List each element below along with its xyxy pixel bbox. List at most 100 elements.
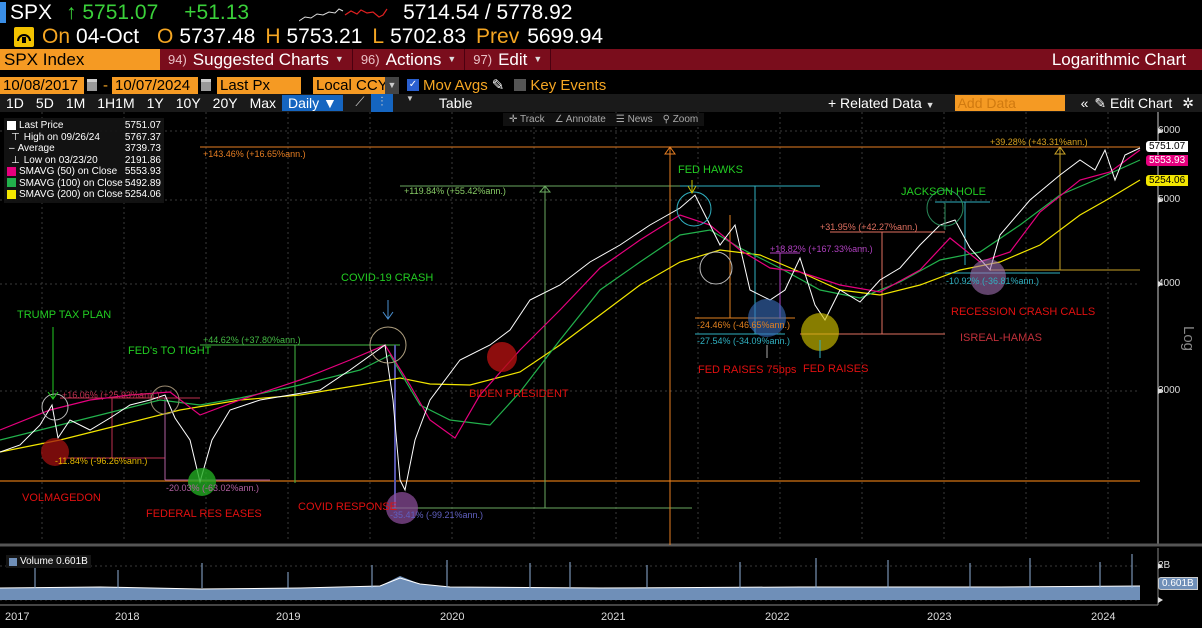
quote-date: 04-Oct (76, 25, 140, 48)
track-tool[interactable]: ✛ Track (509, 114, 545, 125)
legend-row-average: – Average 3739.73 (7, 143, 161, 155)
news-tool[interactable]: ☰ News (615, 114, 653, 125)
mov-avgs-checkbox[interactable]: ✓ (407, 79, 419, 91)
legend-label: Low on 03/23/20 (23, 154, 98, 166)
measure-label: -35.41% (-99.21%ann.) (390, 510, 484, 520)
command-bar: SPX Index 94) Suggested Charts ▼ 96) Act… (0, 49, 1202, 70)
event-jackson-hole: JACKSON HOLE (901, 186, 986, 198)
volume-tag: 0.601B (1158, 577, 1198, 590)
table-button[interactable]: Table (438, 95, 473, 111)
swatch-icon (7, 178, 16, 188)
legend-row-last-price[interactable]: Last Price 5751.07 (7, 120, 161, 132)
measure-label: +143.46% (+16.65%ann.) (203, 149, 306, 159)
open-value: 5737.48 (179, 25, 256, 48)
add-data-input[interactable]: Add Data (954, 95, 1065, 111)
event-fed-hawks: FED HAWKS (678, 164, 743, 176)
frequency-select[interactable]: Daily ▼ (282, 95, 343, 111)
legend-label: SMAVG (100) on Close (19, 177, 123, 189)
legend-value: 5751.07 (124, 120, 161, 131)
period-5d[interactable]: 5D (35, 95, 54, 111)
open-label: O (157, 25, 174, 48)
field-select[interactable]: Last Px (217, 76, 301, 94)
legend-row-low: ⊥ Low on 03/23/20 2191.86 (7, 155, 161, 167)
x-tick-year: 2021 (601, 611, 626, 623)
realtime-gauge-icon[interactable] (14, 27, 34, 47)
volume-legend[interactable]: Volume 0.601B (6, 555, 91, 568)
event-isreal-hamas: ISREAL-HAMAS (960, 332, 1042, 344)
chevron-down-icon[interactable]: ▼ (385, 76, 399, 94)
legend-label: Average (17, 143, 55, 154)
measure-label: +39.28% (+43.31%ann.) (990, 137, 1088, 147)
chevron-down-icon: ▼ (334, 54, 344, 64)
start-date-input[interactable]: 10/08/2017 (0, 76, 84, 94)
legend-label: SMAVG (50) on Close (19, 166, 118, 177)
legend-row-sma100[interactable]: SMAVG (100) on Close 5492.89 (7, 178, 161, 190)
high-marker-icon: ⊤ (11, 131, 20, 143)
prev-label: Prev (476, 25, 520, 48)
measure-label: -10.92% (-36.81%ann.) (946, 276, 1040, 286)
related-data-button[interactable]: + Related Data ▼ (828, 95, 935, 111)
legend-value: 2191.86 (124, 154, 161, 166)
line-chart-icon[interactable]: ⟋ (355, 94, 365, 109)
measure-label: +44.62% (+37.80%ann.) (203, 335, 301, 345)
legend-value: 5254.06 (124, 189, 161, 200)
ticker: SPX (10, 0, 53, 24)
chart-controls: 10/08/2017 - 10/07/2024 Last Px Local CC… (0, 76, 1202, 94)
event-covid-crash: COVID-19 CRASH (341, 272, 434, 284)
low-label: L (372, 25, 385, 48)
sma50-tag: 5553.93 (1146, 155, 1189, 166)
y-tick-6000: 6000 (1158, 125, 1181, 136)
period-1m[interactable]: 1M (65, 95, 86, 111)
edit-menu[interactable]: 97) Edit ▼ (465, 49, 552, 70)
event-covid-response: COVID RESPONSE (298, 501, 398, 513)
measure-label: -27.54% (-34.09%ann.) (697, 336, 791, 346)
calendar-icon[interactable] (87, 79, 97, 91)
security-input[interactable]: SPX Index (0, 49, 160, 70)
prev-value: 5699.94 (527, 25, 604, 48)
pencil-icon[interactable]: ✎ (491, 77, 505, 94)
event-fed-raises-75bps: FED RAISES 75bps (698, 364, 797, 376)
last-price: ↑ 5751.07 (66, 0, 159, 24)
measure-label: -20.03% (-63.02%ann.) (166, 483, 260, 493)
legend-label: High on 09/26/24 (23, 131, 100, 143)
zoom-tool[interactable]: ⚲ Zoom (662, 114, 699, 125)
key-events-label: Key Events (530, 76, 607, 94)
legend-row-sma200[interactable]: SMAVG (200) on Close 5254.06 (7, 189, 161, 201)
currency-select[interactable]: Local CCY (313, 76, 388, 94)
period-20y[interactable]: 20Y (212, 95, 238, 111)
menu-label: Actions (385, 50, 442, 69)
volume-chart[interactable] (0, 548, 1202, 608)
vol-tick-2b: 2B (1158, 560, 1171, 571)
end-date-input[interactable]: 10/07/2024 (112, 76, 198, 94)
gear-icon[interactable]: ✲ (1182, 94, 1194, 111)
bar-chart-icon[interactable]: ⫶ (370, 94, 393, 112)
period-1y[interactable]: 1Y (146, 95, 164, 111)
key-events-checkbox[interactable] (514, 79, 527, 91)
swatch-icon (7, 189, 16, 199)
price-chart[interactable] (0, 112, 1202, 548)
period-1d[interactable]: 1D (6, 95, 24, 111)
chevron-down-icon: ▼ (925, 100, 935, 110)
low-marker-icon: ⊥ (11, 154, 20, 166)
legend-row-sma50[interactable]: SMAVG (50) on Close 5553.93 (7, 166, 161, 178)
period-10y[interactable]: 10Y (175, 95, 201, 111)
collapse-icon[interactable]: « (1080, 95, 1089, 111)
swatch-icon (9, 557, 17, 566)
event-volmagedon: VOLMAGEDON (22, 492, 101, 504)
quote-header: SPX ↑ 5751.07 +51.13 5714.54 / 5778.92 (0, 0, 1202, 25)
suggested-charts-menu[interactable]: 94) Suggested Charts ▼ (160, 49, 353, 70)
period-toolbar: 1D 5D 1M 1H1M 1Y 10Y 20Y Max Daily ▼ ⟋ ⫶… (0, 94, 1202, 112)
calendar-icon[interactable] (201, 79, 211, 91)
edit-chart-button[interactable]: ✎ Edit Chart (1094, 94, 1173, 111)
chevron-down-icon[interactable]: ▼ (405, 94, 414, 103)
actions-menu[interactable]: 96) Actions ▼ (353, 49, 466, 70)
period-1h1m[interactable]: 1H1M (97, 95, 135, 111)
last-price-tag: 5751.07 (1146, 141, 1189, 152)
legend-value: 3739.73 (124, 143, 161, 154)
average-marker-icon: – (9, 143, 15, 154)
swatch-icon (7, 166, 16, 176)
period-max[interactable]: Max (249, 95, 277, 111)
swatch-icon (7, 120, 16, 130)
menu-number: 94) (168, 52, 187, 67)
annotate-tool[interactable]: ∠ Annotate (554, 114, 606, 125)
